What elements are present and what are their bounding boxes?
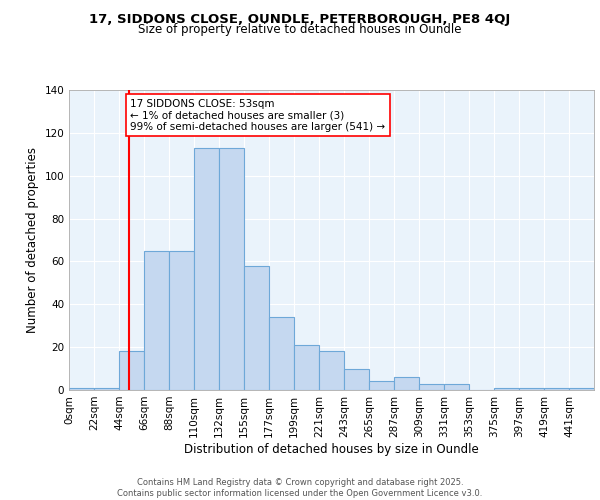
- Bar: [544, 388, 569, 390]
- Bar: [194, 148, 219, 390]
- Bar: [269, 317, 294, 390]
- Text: Size of property relative to detached houses in Oundle: Size of property relative to detached ho…: [138, 22, 462, 36]
- X-axis label: Distribution of detached houses by size in Oundle: Distribution of detached houses by size …: [184, 442, 479, 456]
- Bar: [244, 266, 269, 390]
- Text: 17, SIDDONS CLOSE, OUNDLE, PETERBOROUGH, PE8 4QJ: 17, SIDDONS CLOSE, OUNDLE, PETERBOROUGH,…: [89, 12, 511, 26]
- Bar: [369, 382, 394, 390]
- Bar: [169, 250, 194, 390]
- Bar: [294, 345, 319, 390]
- Text: Contains HM Land Registry data © Crown copyright and database right 2025.
Contai: Contains HM Land Registry data © Crown c…: [118, 478, 482, 498]
- Bar: [144, 250, 169, 390]
- Bar: [119, 352, 144, 390]
- Bar: [319, 352, 344, 390]
- Bar: [444, 384, 469, 390]
- Bar: [94, 388, 119, 390]
- Bar: [419, 384, 444, 390]
- Bar: [219, 148, 244, 390]
- Bar: [344, 368, 369, 390]
- Bar: [519, 388, 544, 390]
- Y-axis label: Number of detached properties: Number of detached properties: [26, 147, 39, 333]
- Text: 17 SIDDONS CLOSE: 53sqm
← 1% of detached houses are smaller (3)
99% of semi-deta: 17 SIDDONS CLOSE: 53sqm ← 1% of detached…: [130, 98, 385, 132]
- Bar: [69, 388, 94, 390]
- Bar: [494, 388, 519, 390]
- Bar: [569, 388, 594, 390]
- Bar: [394, 377, 419, 390]
